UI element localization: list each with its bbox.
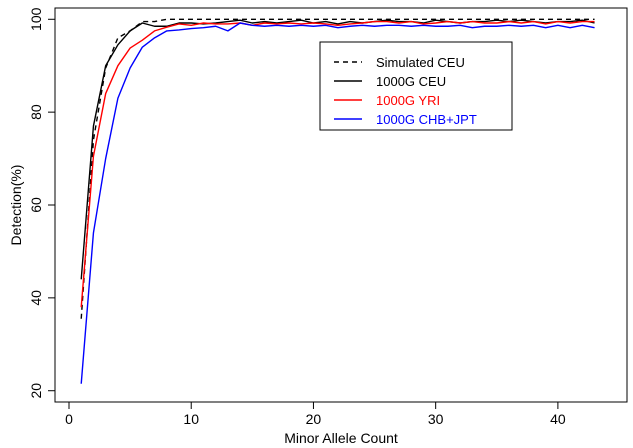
x-tick-label: 0 [65,411,73,427]
legend-box [319,41,513,131]
y-axis: 20 40 60 80 100 [28,7,55,399]
x-axis: 0 10 20 30 40 [65,402,566,427]
y-tick-label: 40 [28,290,44,306]
y-tick-label: 20 [28,383,44,399]
x-tick-label: 10 [183,411,199,427]
x-tick-label: 20 [306,411,322,427]
series-layer [80,18,595,384]
y-axis-title: Detection(%) [8,165,24,246]
legend: Simulated CEU 1000G CEU 1000G YRI 1000G CHB… [319,41,513,131]
y-tick-label: 100 [28,7,44,31]
series-line-1000g-yri [80,20,595,308]
x-tick-label: 30 [428,411,444,427]
x-tick-label: 40 [550,411,566,427]
x-axis-title: Minor Allele Count [284,430,398,446]
legend-label: 1000G YRI [376,93,440,108]
legend-label: 1000G CEU [376,74,446,89]
legend-label: Simulated CEU [376,55,465,70]
legend-label: 1000G CHB+JPT [376,112,477,127]
y-tick-label: 60 [28,197,44,213]
series-line-1000g-chb-jpt [80,22,595,384]
y-tick-label: 80 [28,104,44,120]
